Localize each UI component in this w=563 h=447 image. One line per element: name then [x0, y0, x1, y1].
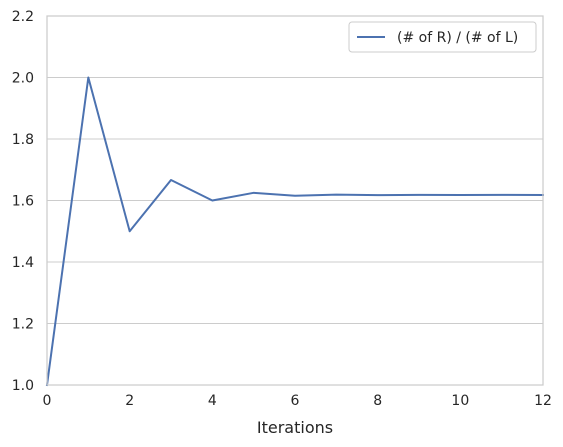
y-tick-label: 2.0 [12, 71, 34, 87]
y-tick-label: 1.2 [12, 317, 34, 333]
x-tick-label: 0 [43, 393, 52, 409]
x-tick-labels: 0 2 4 6 8 10 12 [43, 393, 552, 409]
x-tick-label: 12 [534, 393, 552, 409]
y-tick-label: 2.2 [12, 9, 34, 25]
y-tick-label: 1.8 [12, 132, 34, 148]
x-tick-label: 2 [125, 393, 134, 409]
legend: (# of R) / (# of L) [349, 22, 536, 52]
y-tick-label: 1.0 [12, 378, 34, 394]
x-axis-label: Iterations [257, 418, 333, 437]
y-tick-label: 1.4 [12, 255, 34, 271]
x-tick-label: 6 [291, 393, 300, 409]
x-tick-label: 4 [208, 393, 217, 409]
y-tick-labels: 1.0 1.2 1.4 1.6 1.8 2.0 2.2 [12, 9, 34, 394]
x-tick-label: 10 [451, 393, 469, 409]
x-tick-label: 8 [373, 393, 382, 409]
y-tick-label: 1.6 [12, 194, 34, 210]
legend-entry-label: (# of R) / (# of L) [397, 30, 518, 46]
